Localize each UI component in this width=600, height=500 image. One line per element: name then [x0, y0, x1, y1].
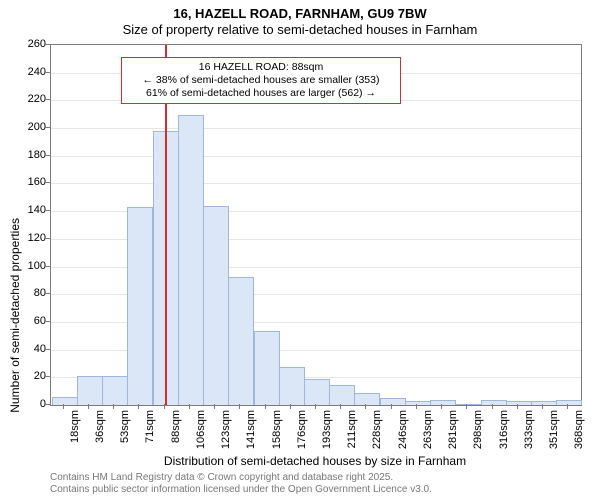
y-tick-mark: [45, 99, 50, 100]
x-tick-label: 368sqm: [573, 410, 585, 449]
histogram-bar: [481, 400, 507, 405]
x-tick-label: 18sqm: [69, 410, 81, 443]
x-tick-mark: [441, 404, 442, 409]
y-tick-mark: [45, 349, 50, 350]
x-tick-mark: [492, 404, 493, 409]
histogram-bar: [254, 331, 280, 405]
gridline: [51, 183, 581, 184]
annotation-line: 16 HAZELL ROAD: 88sqm: [128, 61, 394, 74]
x-tick-mark: [113, 404, 114, 409]
x-tick-label: 158sqm: [271, 410, 283, 449]
y-tick-mark: [45, 293, 50, 294]
x-tick-mark: [138, 404, 139, 409]
y-tick-mark: [45, 266, 50, 267]
x-tick-mark: [290, 404, 291, 409]
gridline: [51, 156, 581, 157]
y-tick-mark: [45, 155, 50, 156]
histogram-bar: [405, 401, 431, 405]
y-tick-label: 160: [16, 176, 46, 188]
x-tick-label: 333sqm: [523, 410, 535, 449]
y-tick-mark: [45, 376, 50, 377]
x-tick-label: 123sqm: [220, 410, 232, 449]
y-tick-mark: [45, 404, 50, 405]
x-tick-mark: [542, 404, 543, 409]
histogram-bar: [380, 398, 406, 405]
histogram-bar: [354, 393, 380, 405]
x-tick-label: 176sqm: [296, 410, 308, 449]
histogram-bar: [203, 206, 229, 405]
x-tick-label: 263sqm: [422, 410, 434, 449]
histogram-bar: [178, 115, 204, 405]
x-tick-label: 106sqm: [195, 410, 207, 449]
histogram-bar: [556, 400, 582, 405]
histogram-bar: [506, 401, 532, 405]
histogram-bar: [430, 400, 456, 405]
chart-title-block: 16, HAZELL ROAD, FARNHAM, GU9 7BW Size o…: [0, 0, 600, 39]
title-line-2: Size of property relative to semi-detach…: [0, 22, 600, 38]
y-tick-label: 260: [16, 38, 46, 50]
y-tick-mark: [45, 127, 50, 128]
x-axis-title: Distribution of semi-detached houses by …: [50, 454, 580, 468]
x-tick-mark: [265, 404, 266, 409]
x-tick-label: 246sqm: [397, 410, 409, 449]
y-tick-mark: [45, 210, 50, 211]
annotation-line: ← 38% of semi-detached houses are smalle…: [128, 74, 394, 87]
x-tick-label: 36sqm: [94, 410, 106, 443]
x-tick-label: 281sqm: [447, 410, 459, 449]
y-tick-label: 180: [16, 149, 46, 161]
histogram-bar: [279, 367, 305, 405]
y-tick-mark: [45, 182, 50, 183]
y-tick-mark: [45, 44, 50, 45]
histogram-bar: [304, 379, 330, 405]
x-tick-mark: [391, 404, 392, 409]
y-tick-mark: [45, 238, 50, 239]
x-tick-mark: [164, 404, 165, 409]
histogram-bar: [127, 207, 153, 405]
histogram-bar: [455, 404, 481, 405]
x-tick-label: 298sqm: [472, 410, 484, 449]
footer-attribution: Contains HM Land Registry data © Crown c…: [50, 472, 432, 496]
x-tick-label: 316sqm: [498, 410, 510, 449]
x-tick-label: 351sqm: [548, 410, 560, 449]
y-tick-mark: [45, 321, 50, 322]
x-tick-mark: [214, 404, 215, 409]
histogram-bar: [102, 376, 128, 405]
x-tick-mark: [315, 404, 316, 409]
plot-area: 16 HAZELL ROAD: 88sqm← 38% of semi-detac…: [50, 44, 582, 406]
x-tick-mark: [340, 404, 341, 409]
footer-line-1: Contains HM Land Registry data © Crown c…: [50, 472, 432, 484]
annotation-line: 61% of semi-detached houses are larger (…: [128, 87, 394, 100]
x-tick-label: 228sqm: [371, 410, 383, 449]
x-tick-mark: [63, 404, 64, 409]
y-tick-label: 140: [16, 204, 46, 216]
y-axis-title: Number of semi-detached properties: [8, 218, 22, 413]
histogram-bar: [329, 385, 355, 405]
y-tick-mark: [45, 72, 50, 73]
gridline: [51, 128, 581, 129]
y-tick-label: 220: [16, 93, 46, 105]
x-tick-mark: [567, 404, 568, 409]
title-line-1: 16, HAZELL ROAD, FARNHAM, GU9 7BW: [0, 6, 600, 22]
x-tick-mark: [517, 404, 518, 409]
x-tick-label: 88sqm: [170, 410, 182, 443]
x-tick-label: 53sqm: [119, 410, 131, 443]
x-tick-mark: [189, 404, 190, 409]
x-tick-mark: [416, 404, 417, 409]
histogram-bar: [77, 376, 103, 405]
x-tick-mark: [466, 404, 467, 409]
x-tick-label: 141sqm: [245, 410, 257, 449]
x-tick-label: 71sqm: [144, 410, 156, 443]
footer-line-2: Contains public sector information licen…: [50, 484, 432, 496]
y-tick-label: 240: [16, 66, 46, 78]
x-tick-mark: [365, 404, 366, 409]
annotation-box: 16 HAZELL ROAD: 88sqm← 38% of semi-detac…: [121, 57, 401, 104]
x-tick-label: 211sqm: [346, 410, 358, 448]
histogram-bar: [52, 397, 78, 405]
histogram-bar: [228, 277, 254, 405]
x-tick-mark: [239, 404, 240, 409]
y-tick-label: 200: [16, 121, 46, 133]
x-tick-mark: [88, 404, 89, 409]
histogram-bar: [531, 401, 557, 405]
x-tick-label: 193sqm: [321, 410, 333, 449]
